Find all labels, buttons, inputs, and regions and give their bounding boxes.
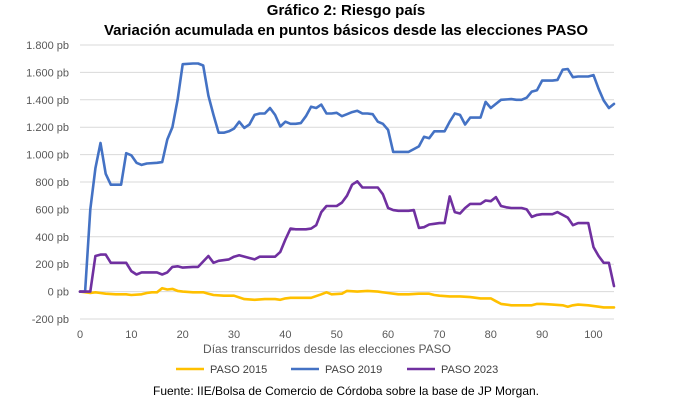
- series-line: [78, 286, 616, 309]
- x-tick-label: 30: [228, 329, 240, 341]
- gridlines: [80, 44, 614, 320]
- series-line: [78, 62, 616, 293]
- series-line: [78, 180, 616, 293]
- series-lines: [78, 62, 616, 309]
- line-chart: -200 pb 0 pb 200 pb 400 pb 600 pb 800 pb 1.000…: [26, 40, 616, 376]
- y-tick-label: 800 pb: [35, 177, 69, 189]
- y-tick-label: -200 pb: [32, 314, 69, 326]
- y-tick-label: 1.200 pb: [26, 122, 69, 134]
- legend-label: PASO 2023: [441, 364, 498, 376]
- source-note: Fuente: IIE/Bolsa de Comercio de Córdoba…: [153, 384, 539, 398]
- x-tick-label: 100: [584, 329, 602, 341]
- y-tick-label: 600 pb: [35, 204, 69, 216]
- chart-title: Gráfico 2: Riesgo país: [266, 2, 426, 19]
- legend-label: PASO 2019: [325, 364, 382, 376]
- y-tick-label: 200 pb: [35, 259, 69, 271]
- x-tick-label: 90: [536, 329, 548, 341]
- y-tick-label: 1.600 pb: [26, 67, 69, 79]
- y-tick-label: 1.800 pb: [26, 40, 69, 52]
- x-axis-ticks: 0 10 20 30 40 50 60 70 80 90 100: [77, 329, 603, 341]
- x-tick-label: 50: [331, 329, 343, 341]
- x-tick-label: 60: [382, 329, 394, 341]
- y-tick-label: 1.400 pb: [26, 95, 69, 107]
- x-tick-label: 0: [77, 329, 83, 341]
- legend: PASO 2015 PASO 2019 PASO 2023: [176, 364, 498, 376]
- y-tick-label: 1.000 pb: [26, 150, 69, 162]
- x-tick-label: 10: [125, 329, 137, 341]
- y-tick-label: 0 pb: [48, 287, 69, 299]
- x-tick-label: 80: [485, 329, 497, 341]
- x-tick-label: 40: [279, 329, 291, 341]
- x-axis-label: Días transcurridos desde las elecciones …: [203, 342, 451, 356]
- x-tick-label: 70: [433, 329, 445, 341]
- y-tick-label: 400 pb: [35, 232, 69, 244]
- chart-subtitle: Variación acumulada en puntos básicos de…: [103, 22, 589, 39]
- x-tick-label: 20: [177, 329, 189, 341]
- legend-label: PASO 2015: [210, 364, 267, 376]
- y-axis-ticks: -200 pb 0 pb 200 pb 400 pb 600 pb 800 pb 1.000…: [26, 40, 69, 326]
